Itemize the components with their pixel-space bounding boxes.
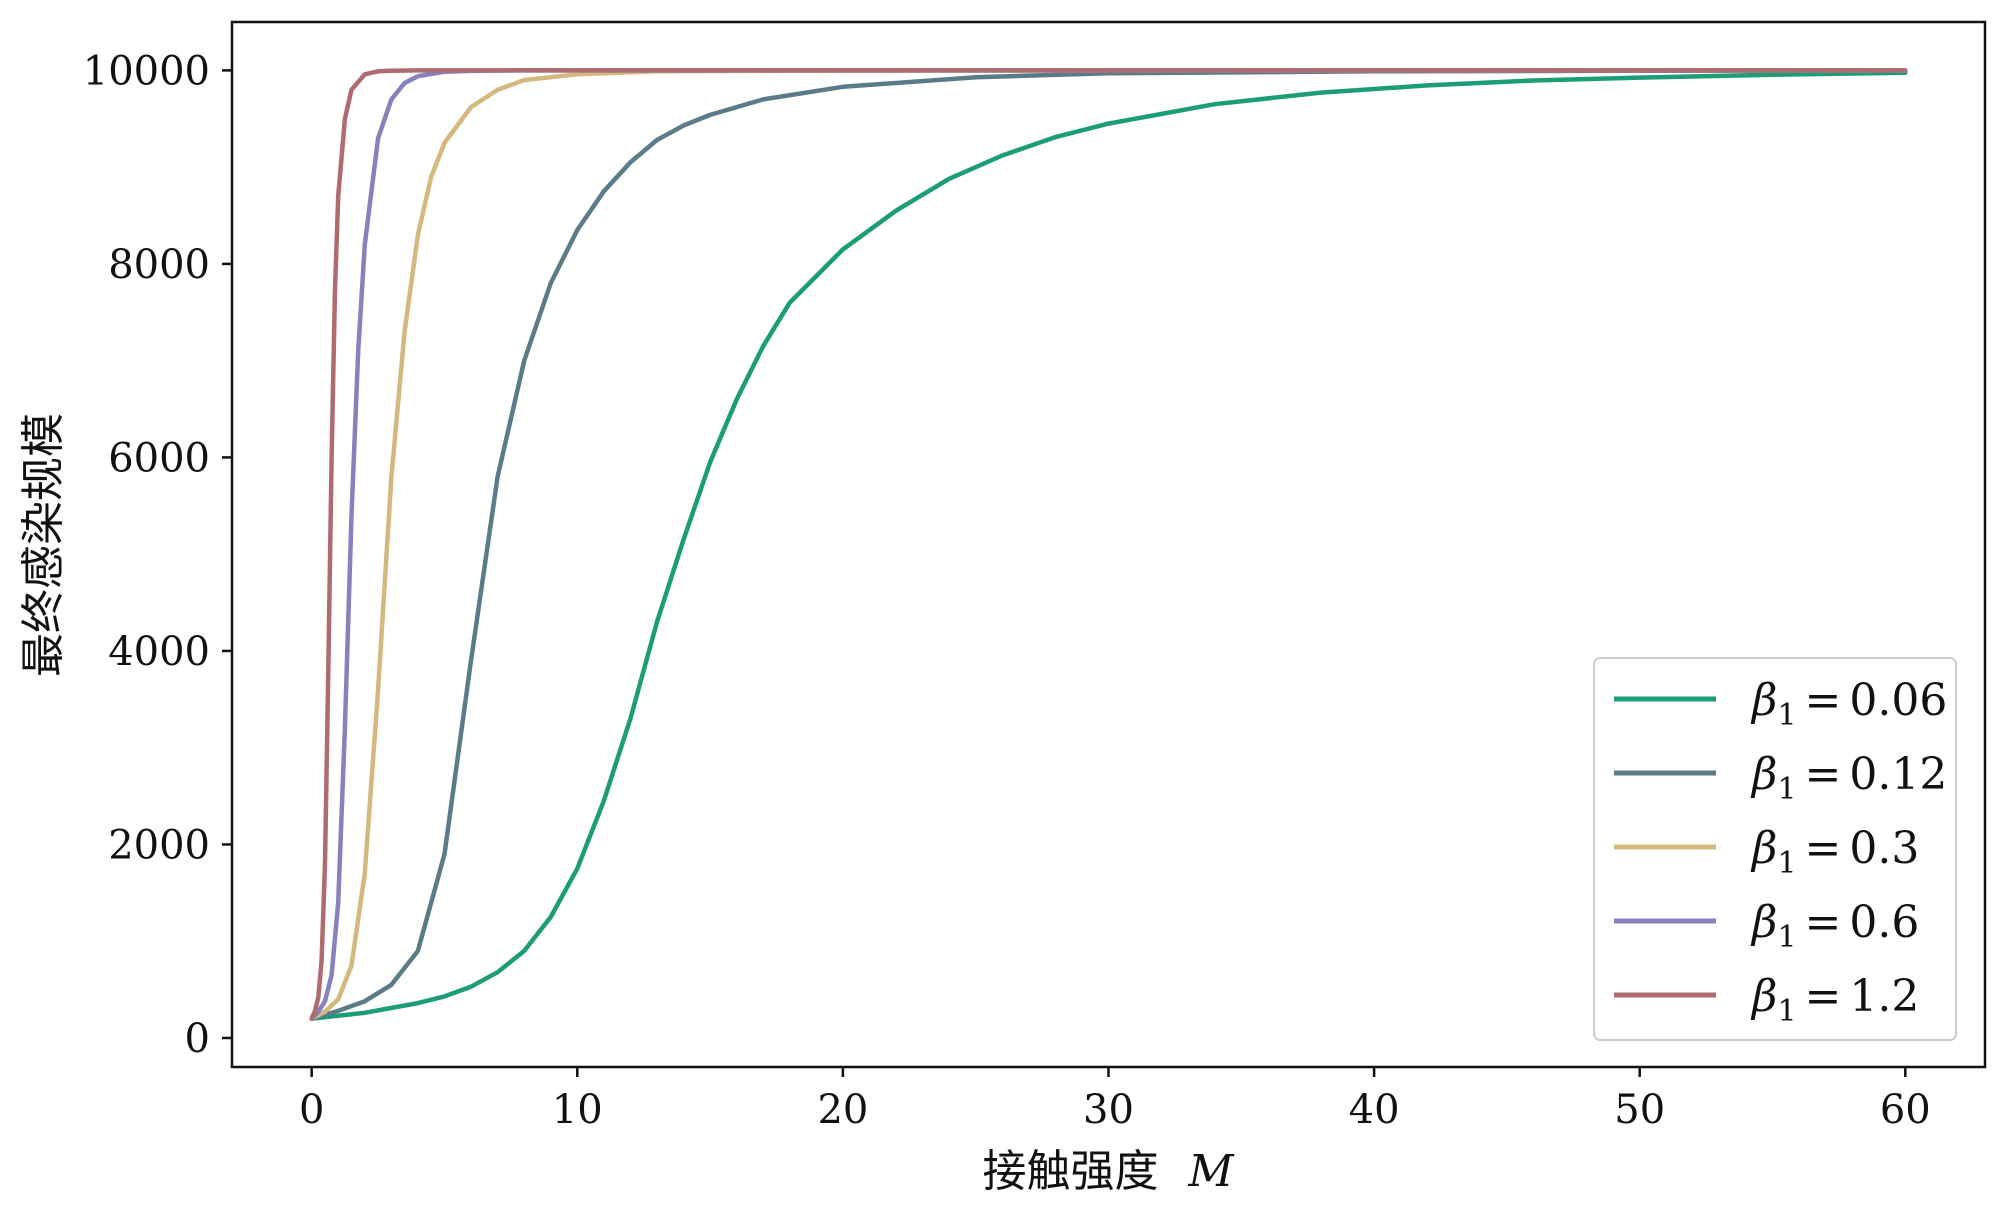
x-tick-label: 60 xyxy=(1880,1087,1931,1133)
legend-label: β1 = 1.2 xyxy=(1750,971,1919,1029)
series-line-beta1-1.2 xyxy=(309,68,1908,1021)
legend-label: β1 = 0.6 xyxy=(1750,897,1919,955)
y-tick-label: 8000 xyxy=(108,242,210,288)
x-tick-label: 40 xyxy=(1349,1087,1400,1133)
y-tick-label: 4000 xyxy=(108,629,210,675)
series-line-beta1-0.06 xyxy=(309,70,1908,1021)
y-tick-label: 6000 xyxy=(108,435,210,481)
series-line-beta1-0.12 xyxy=(309,68,1908,1021)
legend-label: β1 = 0.06 xyxy=(1750,675,1947,733)
legend-label: β1 = 0.12 xyxy=(1750,749,1947,807)
legend-frame xyxy=(1593,657,1957,1041)
x-axis: 0 10 20 30 40 50 60 xyxy=(299,1067,1931,1133)
x-tick-label: 50 xyxy=(1614,1087,1665,1133)
y-tick-label: 10000 xyxy=(83,48,210,94)
y-tick-label: 2000 xyxy=(108,822,210,868)
series-lines xyxy=(309,68,1908,1021)
x-tick-label: 10 xyxy=(552,1087,603,1133)
y-tick-label: 0 xyxy=(185,1016,210,1062)
x-axis-title: 接触强度 M xyxy=(982,1146,1234,1197)
legend: β1 = 0.06 β1 = 0.12 β1 = 0.3 β1 = 0.6 β1 = 1.2 xyxy=(1593,657,1957,1041)
x-tick-label: 20 xyxy=(817,1087,868,1133)
y-axis-title: 最终感染规模 xyxy=(18,413,69,677)
x-tick-label: 30 xyxy=(1083,1087,1134,1133)
x-axis-title-symbol: M xyxy=(1187,1146,1234,1197)
x-axis-title-text: 接触强度 xyxy=(982,1146,1158,1197)
legend-label: β1 = 0.3 xyxy=(1750,823,1919,881)
y-axis: 0 2000 4000 6000 8000 10000 xyxy=(83,48,232,1062)
x-tick-label: 0 xyxy=(299,1087,324,1133)
